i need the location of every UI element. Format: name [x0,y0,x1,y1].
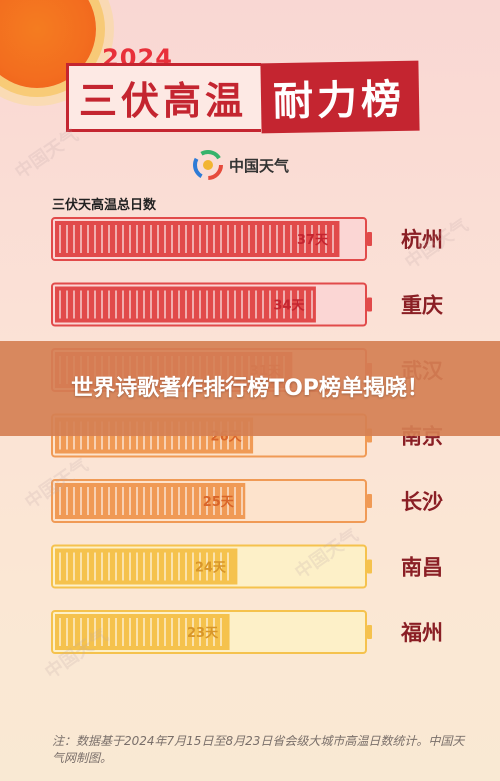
title-part1: 三伏高温 [66,62,262,132]
battery-cap [367,559,372,574]
data-label: 25天 [203,495,235,510]
data-label: 34天 [273,299,305,314]
footnote: 注：数据基于2024年7月15日至8月23日省会级大城市高温日数统计。中国天气网… [52,734,465,765]
weather-logo-icon [193,150,223,180]
page-title: 三伏高温 耐力榜 [66,60,420,134]
chart-title: 三伏天高温总日数 [52,198,157,213]
brand-logo: 中国天气 [193,150,289,180]
data-label: 24天 [195,561,227,576]
headline-banner: 世界诗歌著作排行榜TOP榜单揭晓！ [0,341,500,436]
category-label: 杭州 [401,228,443,252]
data-label: 23天 [187,626,219,641]
brand-name: 中国天气 [229,156,290,175]
battery-cap [367,297,372,312]
battery-cap [367,494,372,508]
category-label: 重庆 [401,294,443,318]
battery-cap [367,232,372,246]
headline-text: 世界诗歌著作排行榜TOP榜单揭晓！ [71,376,429,401]
battery-cap [367,625,372,639]
category-label: 南昌 [401,556,443,580]
category-label: 福州 [400,621,443,645]
category-label: 长沙 [401,490,443,514]
data-label: 37天 [297,233,329,248]
